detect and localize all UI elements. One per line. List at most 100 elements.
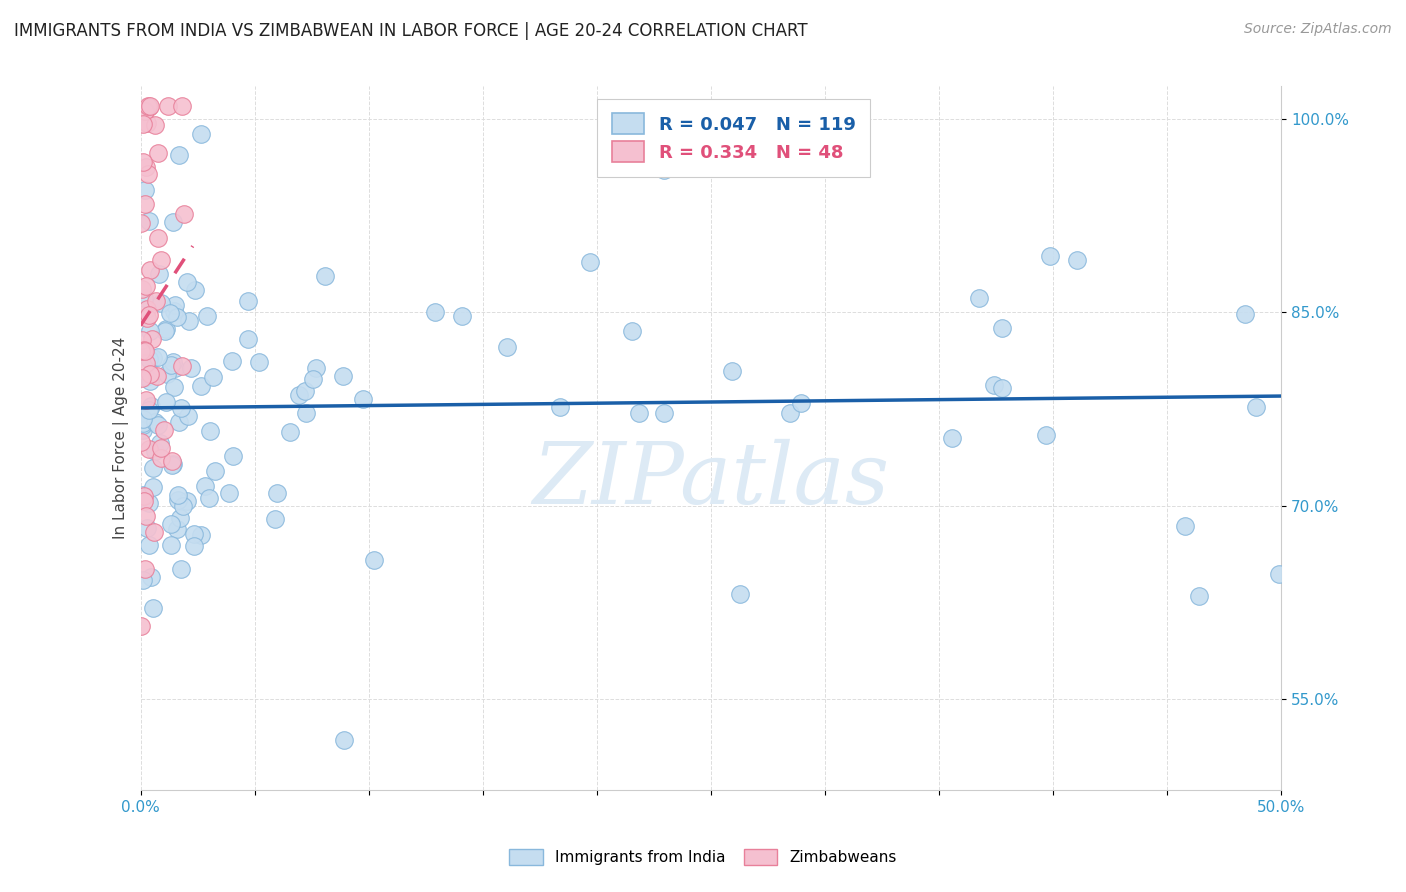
Point bbox=[166, 522, 188, 536]
Point bbox=[969, 291, 991, 305]
Point bbox=[135, 311, 157, 326]
Point bbox=[146, 350, 169, 364]
Point bbox=[198, 424, 221, 438]
Point bbox=[579, 255, 602, 269]
Point bbox=[169, 415, 191, 429]
Point bbox=[941, 431, 963, 445]
Point bbox=[166, 310, 188, 324]
Point bbox=[146, 417, 169, 432]
Point bbox=[135, 356, 157, 370]
Point bbox=[134, 343, 156, 358]
Point bbox=[135, 392, 157, 407]
Point bbox=[138, 308, 160, 322]
Point bbox=[136, 521, 159, 535]
Point bbox=[138, 496, 160, 510]
Point bbox=[169, 148, 191, 162]
Point bbox=[721, 364, 744, 378]
Point bbox=[627, 406, 650, 420]
Point bbox=[139, 263, 162, 277]
Point bbox=[132, 416, 155, 430]
Point bbox=[352, 392, 374, 406]
Point bbox=[221, 354, 243, 368]
Point bbox=[180, 361, 202, 376]
Point bbox=[149, 252, 172, 267]
Point bbox=[155, 394, 177, 409]
Point bbox=[201, 370, 224, 384]
Point bbox=[131, 282, 153, 296]
Point bbox=[138, 214, 160, 228]
Point bbox=[135, 279, 157, 293]
Text: Source: ZipAtlas.com: Source: ZipAtlas.com bbox=[1244, 22, 1392, 37]
Point bbox=[131, 333, 153, 347]
Point bbox=[138, 442, 160, 457]
Point bbox=[287, 388, 309, 402]
Point bbox=[135, 370, 157, 384]
Point bbox=[222, 449, 245, 463]
Point bbox=[134, 561, 156, 575]
Point bbox=[150, 450, 173, 465]
Point bbox=[183, 539, 205, 553]
Point bbox=[143, 525, 166, 540]
Point bbox=[176, 409, 198, 423]
Point bbox=[132, 487, 155, 501]
Point bbox=[176, 276, 198, 290]
Point bbox=[156, 99, 179, 113]
Point bbox=[162, 304, 184, 318]
Point bbox=[190, 528, 212, 542]
Point bbox=[132, 417, 155, 432]
Point bbox=[139, 99, 162, 113]
Point bbox=[790, 396, 813, 410]
Point bbox=[132, 291, 155, 305]
Point bbox=[779, 406, 801, 420]
Point bbox=[423, 305, 446, 319]
Point bbox=[132, 412, 155, 426]
Point bbox=[138, 537, 160, 551]
Point bbox=[139, 399, 162, 413]
Point bbox=[302, 372, 325, 386]
Point bbox=[167, 493, 190, 508]
Point bbox=[135, 509, 157, 524]
Point bbox=[190, 127, 212, 141]
Point bbox=[983, 377, 1005, 392]
Point bbox=[146, 231, 169, 245]
Point bbox=[173, 207, 195, 221]
Point bbox=[143, 444, 166, 458]
Point bbox=[333, 733, 356, 747]
Point bbox=[194, 479, 217, 493]
Point bbox=[132, 154, 155, 169]
Point bbox=[135, 160, 157, 174]
Point bbox=[148, 267, 170, 281]
Point bbox=[136, 167, 159, 181]
Point bbox=[236, 293, 259, 308]
Point bbox=[131, 370, 153, 384]
Point bbox=[136, 99, 159, 113]
Point bbox=[162, 215, 184, 229]
Point bbox=[198, 491, 221, 505]
Point bbox=[363, 552, 385, 566]
Point bbox=[169, 511, 191, 525]
Point bbox=[149, 296, 172, 310]
Point bbox=[138, 403, 160, 417]
Point bbox=[132, 574, 155, 588]
Point bbox=[138, 100, 160, 114]
Point bbox=[496, 340, 519, 354]
Point bbox=[129, 217, 152, 231]
Text: ZIPatlas: ZIPatlas bbox=[533, 439, 890, 522]
Point bbox=[1234, 307, 1257, 321]
Point bbox=[163, 380, 186, 394]
Point bbox=[136, 116, 159, 130]
Point bbox=[170, 99, 193, 113]
Point bbox=[148, 146, 170, 161]
Point bbox=[135, 302, 157, 317]
Point bbox=[247, 354, 270, 368]
Point bbox=[314, 268, 336, 283]
Point bbox=[155, 322, 177, 336]
Point bbox=[135, 407, 157, 421]
Point bbox=[652, 163, 675, 178]
Point bbox=[162, 457, 184, 471]
Point bbox=[149, 436, 172, 450]
Point bbox=[160, 538, 183, 552]
Point bbox=[139, 324, 162, 338]
Point bbox=[138, 374, 160, 388]
Point bbox=[184, 283, 207, 297]
